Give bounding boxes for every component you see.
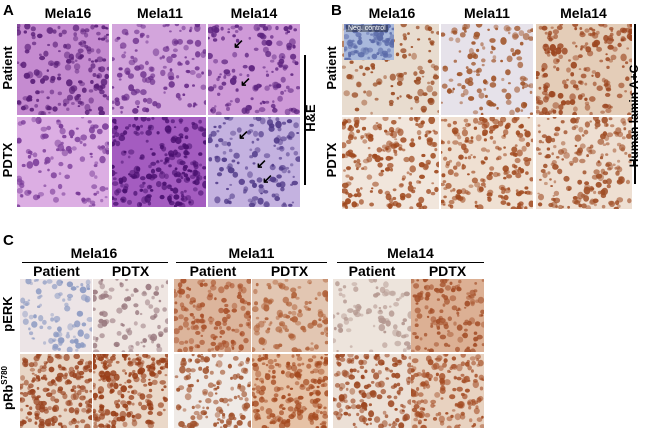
panel-a-col-mela14: Mela14 [230,5,278,21]
perk-mela14-pdtx [411,279,484,352]
he-pdtx-mela14 [208,117,300,207]
arrow-icon: ↙ [240,74,251,89]
prb-superscript: S780 [0,366,9,385]
lamin-pdtx-mela16 [342,117,439,209]
group-rule [337,262,484,263]
lamin-pdtx-mela11 [441,117,533,209]
panel-a-col-mela11: Mela11 [137,5,183,21]
prb-mela16-patient [20,354,92,428]
lamin-patient-mela11 [441,24,533,115]
neg-control-label: Neg. control [346,25,388,32]
he-patient-mela16 [17,24,109,115]
perk-mela16-pdtx [93,279,168,352]
arrow-icon: ↙ [238,127,249,142]
group-rule [176,262,327,263]
panel-c-group-mela16: Mela16 [70,245,118,261]
neg-control-inset [344,24,394,60]
arrow-icon: ↙ [262,171,273,186]
lamin-side-label: Human lamin A+C [627,64,641,168]
panel-c-row-perk: pERK [0,296,15,332]
he-patient-mela14 [208,24,300,115]
panel-c-row-prb: pRbS780 [0,366,16,410]
panel-b-label: B [331,2,342,19]
lamin-patient-mela14 [536,24,632,115]
perk-mela11-patient [174,279,251,352]
panel-a-label: A [3,2,14,19]
he-pdtx-mela16 [17,117,109,207]
panel-c-group-mela11: Mela11 [228,245,275,261]
panel-b-row-patient: Patient [324,46,339,90]
panel-b-col-mela11: Mela11 [464,5,510,21]
he-side-label: H&E [303,104,318,132]
prb-mela11-pdtx [252,354,328,428]
c-mela16-patient-label: Patient [33,263,80,279]
prb-mela14-patient [333,354,411,428]
panel-b-col-mela16: Mela16 [368,5,416,21]
panel-a-row-patient: Patient [0,46,15,90]
prb-mela11-patient [174,354,251,428]
panel-b-row-pdtx: PDTX [324,142,339,178]
c-mela14-pdtx-label: PDTX [428,263,467,279]
c-mela16-pdtx-label: PDTX [111,263,150,279]
group-rule [22,262,168,263]
perk-mela11-pdtx [252,279,328,352]
panel-b-col-mela14: Mela14 [560,5,607,21]
perk-mela16-patient [20,279,92,352]
he-pdtx-mela11 [112,117,206,207]
perk-mela14-patient [333,279,411,352]
lamin-bracket-line [634,24,636,184]
panel-c-label: C [3,232,14,249]
panel-c-group-mela14: Mela14 [387,245,434,261]
c-mela14-patient-label: Patient [348,263,396,279]
lamin-pdtx-mela14 [536,117,632,209]
prb-mela16-pdtx [93,354,168,428]
panel-a-row-pdtx: PDTX [0,142,15,178]
prb-mela14-pdtx [411,354,484,428]
arrow-icon: ↙ [233,36,244,51]
panel-a-col-mela16: Mela16 [44,5,92,21]
c-mela11-pdtx-label: PDTX [270,263,309,279]
c-mela11-patient-label: Patient [189,263,237,279]
arrow-icon: ↙ [256,156,267,171]
he-patient-mela11 [112,24,206,115]
he-bracket-line [304,55,306,185]
